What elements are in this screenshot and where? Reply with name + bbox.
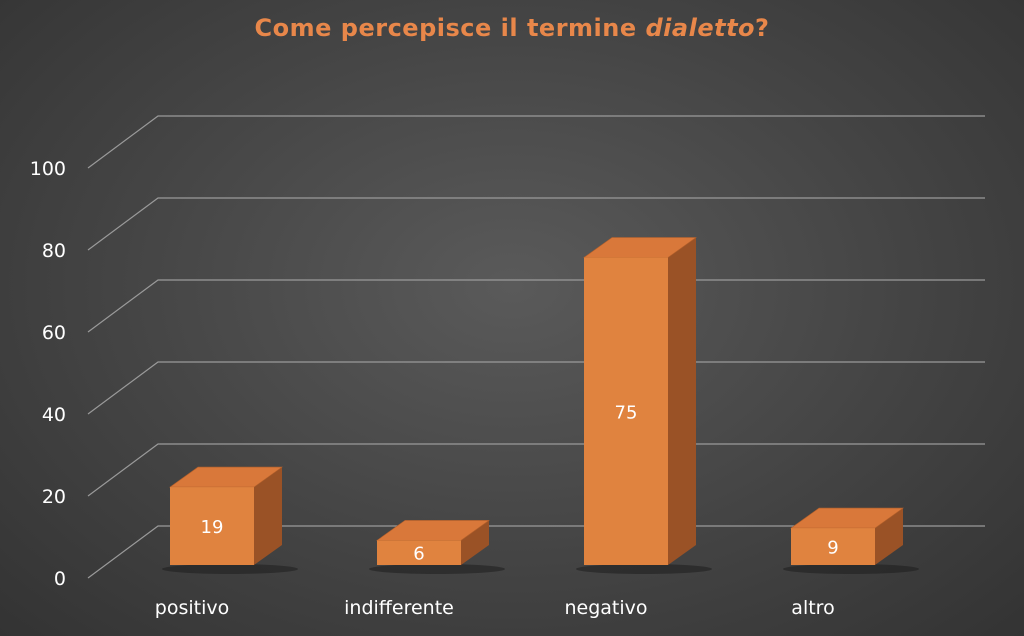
gridline [87,361,985,415]
gridlines [87,115,985,579]
chart-title-emphasis: dialetto [645,14,756,42]
gridline [87,525,985,579]
y-tick-label: 60 [42,322,66,344]
x-category-label: indifferente [344,597,454,619]
bar-front [791,528,875,565]
gridline [87,443,985,497]
bar-value-label: 19 [201,517,224,538]
chart-title-prefix: Come percepisce il termine [254,14,646,42]
bar-front [170,487,254,565]
bar-side [461,520,489,565]
bar-shadow [783,564,919,574]
bars: 19 6 75 9 [162,237,919,574]
x-category-label: altro [791,597,834,619]
x-category-label: positivo [155,597,229,619]
bar-value-label: 9 [827,538,838,559]
bar-shadow [369,564,505,574]
y-axis-ticks: 0 20 40 60 80 100 [30,158,66,590]
bar-indifferente: 6 [369,520,505,574]
y-tick-label: 40 [42,404,66,426]
bar-negativo: 75 [576,237,712,574]
x-category-label: negativo [564,597,647,619]
bar-front [584,257,668,565]
bar-shadow [162,564,298,574]
bar-side [254,467,282,565]
gridline [87,279,985,333]
y-tick-label: 100 [30,158,66,180]
y-tick-label: 20 [42,486,66,508]
bar-altro: 9 [783,507,919,574]
y-tick-label: 0 [54,568,66,590]
chart-title: Come percepisce il termine dialetto? [0,14,1024,42]
bar-side [875,508,903,565]
bar-positivo: 19 [162,466,298,574]
bar-shadow [576,564,712,574]
bar-side [668,237,696,565]
bar-value-label: 75 [615,402,638,423]
chart-title-suffix: ? [755,14,770,42]
bar-front [377,540,461,565]
y-tick-label: 80 [42,240,66,262]
x-axis-labels: positivo indifferente negativo altro [155,597,835,619]
gridline [87,197,985,251]
gridline [87,115,985,169]
bar-value-label: 6 [413,544,424,565]
